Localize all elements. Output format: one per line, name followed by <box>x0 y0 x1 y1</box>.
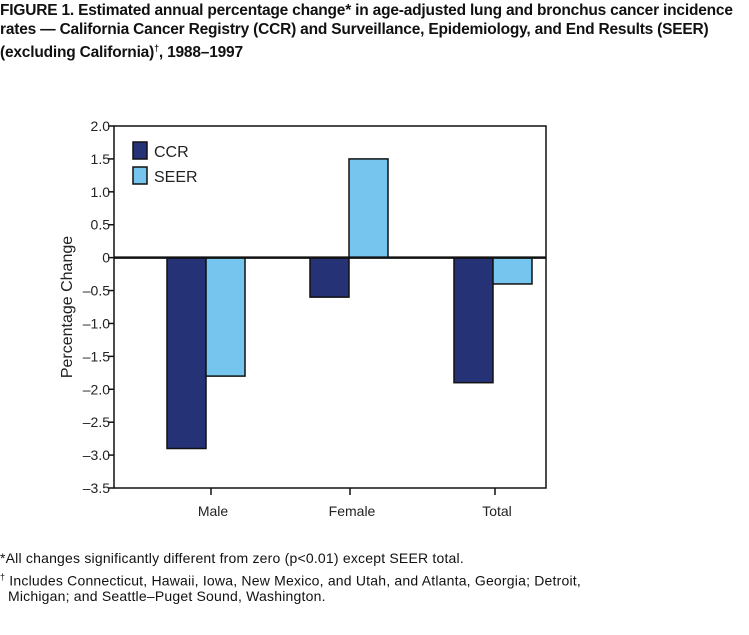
x-tick-label: Total <box>482 503 512 519</box>
bar-ccr-female <box>309 256 350 298</box>
bar-seer-total <box>492 256 533 285</box>
y-tick-label: 2.0 <box>91 118 111 134</box>
footnote-dagger-line1: Includes Connecticut, Hawaii, Iowa, New … <box>5 572 581 589</box>
footnote-dagger: † Includes Connecticut, Hawaii, Iowa, Ne… <box>0 568 581 591</box>
bar-seer-female <box>348 158 389 259</box>
y-tick-label: –3.5 <box>83 480 110 496</box>
legend-label-seer: SEER <box>154 169 198 186</box>
y-tick-label: –1.5 <box>83 348 110 364</box>
dagger-mark: † <box>154 43 159 53</box>
legend-swatch-seer <box>132 166 148 185</box>
y-tick-label: 0 <box>102 250 110 266</box>
y-tick-label: –2.5 <box>83 414 110 430</box>
figure-label: FIGURE 1. <box>0 2 74 19</box>
y-axis-label: Percentage Change <box>59 236 76 378</box>
y-tick-label: 0.5 <box>91 217 111 233</box>
y-tick-label: –0.5 <box>83 283 110 299</box>
figure-title: FIGURE 1. Estimated annual percentage ch… <box>0 2 749 63</box>
y-tick-label: 1.5 <box>91 151 111 167</box>
legend-label-ccr: CCR <box>154 144 189 161</box>
bar-ccr-total <box>453 256 494 384</box>
figure-title-text: Estimated annual percentage change* in a… <box>0 2 733 62</box>
legend-swatch-ccr <box>132 141 148 160</box>
x-tick-label: Male <box>198 503 229 519</box>
y-tick-label: –2.0 <box>83 381 110 397</box>
figure-years: , 1988–1997 <box>158 44 243 62</box>
footnote-dagger-mark: † <box>0 572 6 582</box>
x-tick-label: Female <box>329 503 376 519</box>
y-tick-label: –3.0 <box>83 447 110 463</box>
footnote-dagger-line2: Michigan; and Seattle–Puget Sound, Washi… <box>8 588 326 604</box>
plot-frame <box>113 125 547 489</box>
bar-seer-male <box>205 256 246 377</box>
y-tick-label: 1.0 <box>91 184 111 200</box>
y-tick-label: –1.0 <box>83 315 110 331</box>
bar-ccr-male <box>166 256 207 450</box>
footnote-star: *All changes significantly different fro… <box>0 550 464 566</box>
